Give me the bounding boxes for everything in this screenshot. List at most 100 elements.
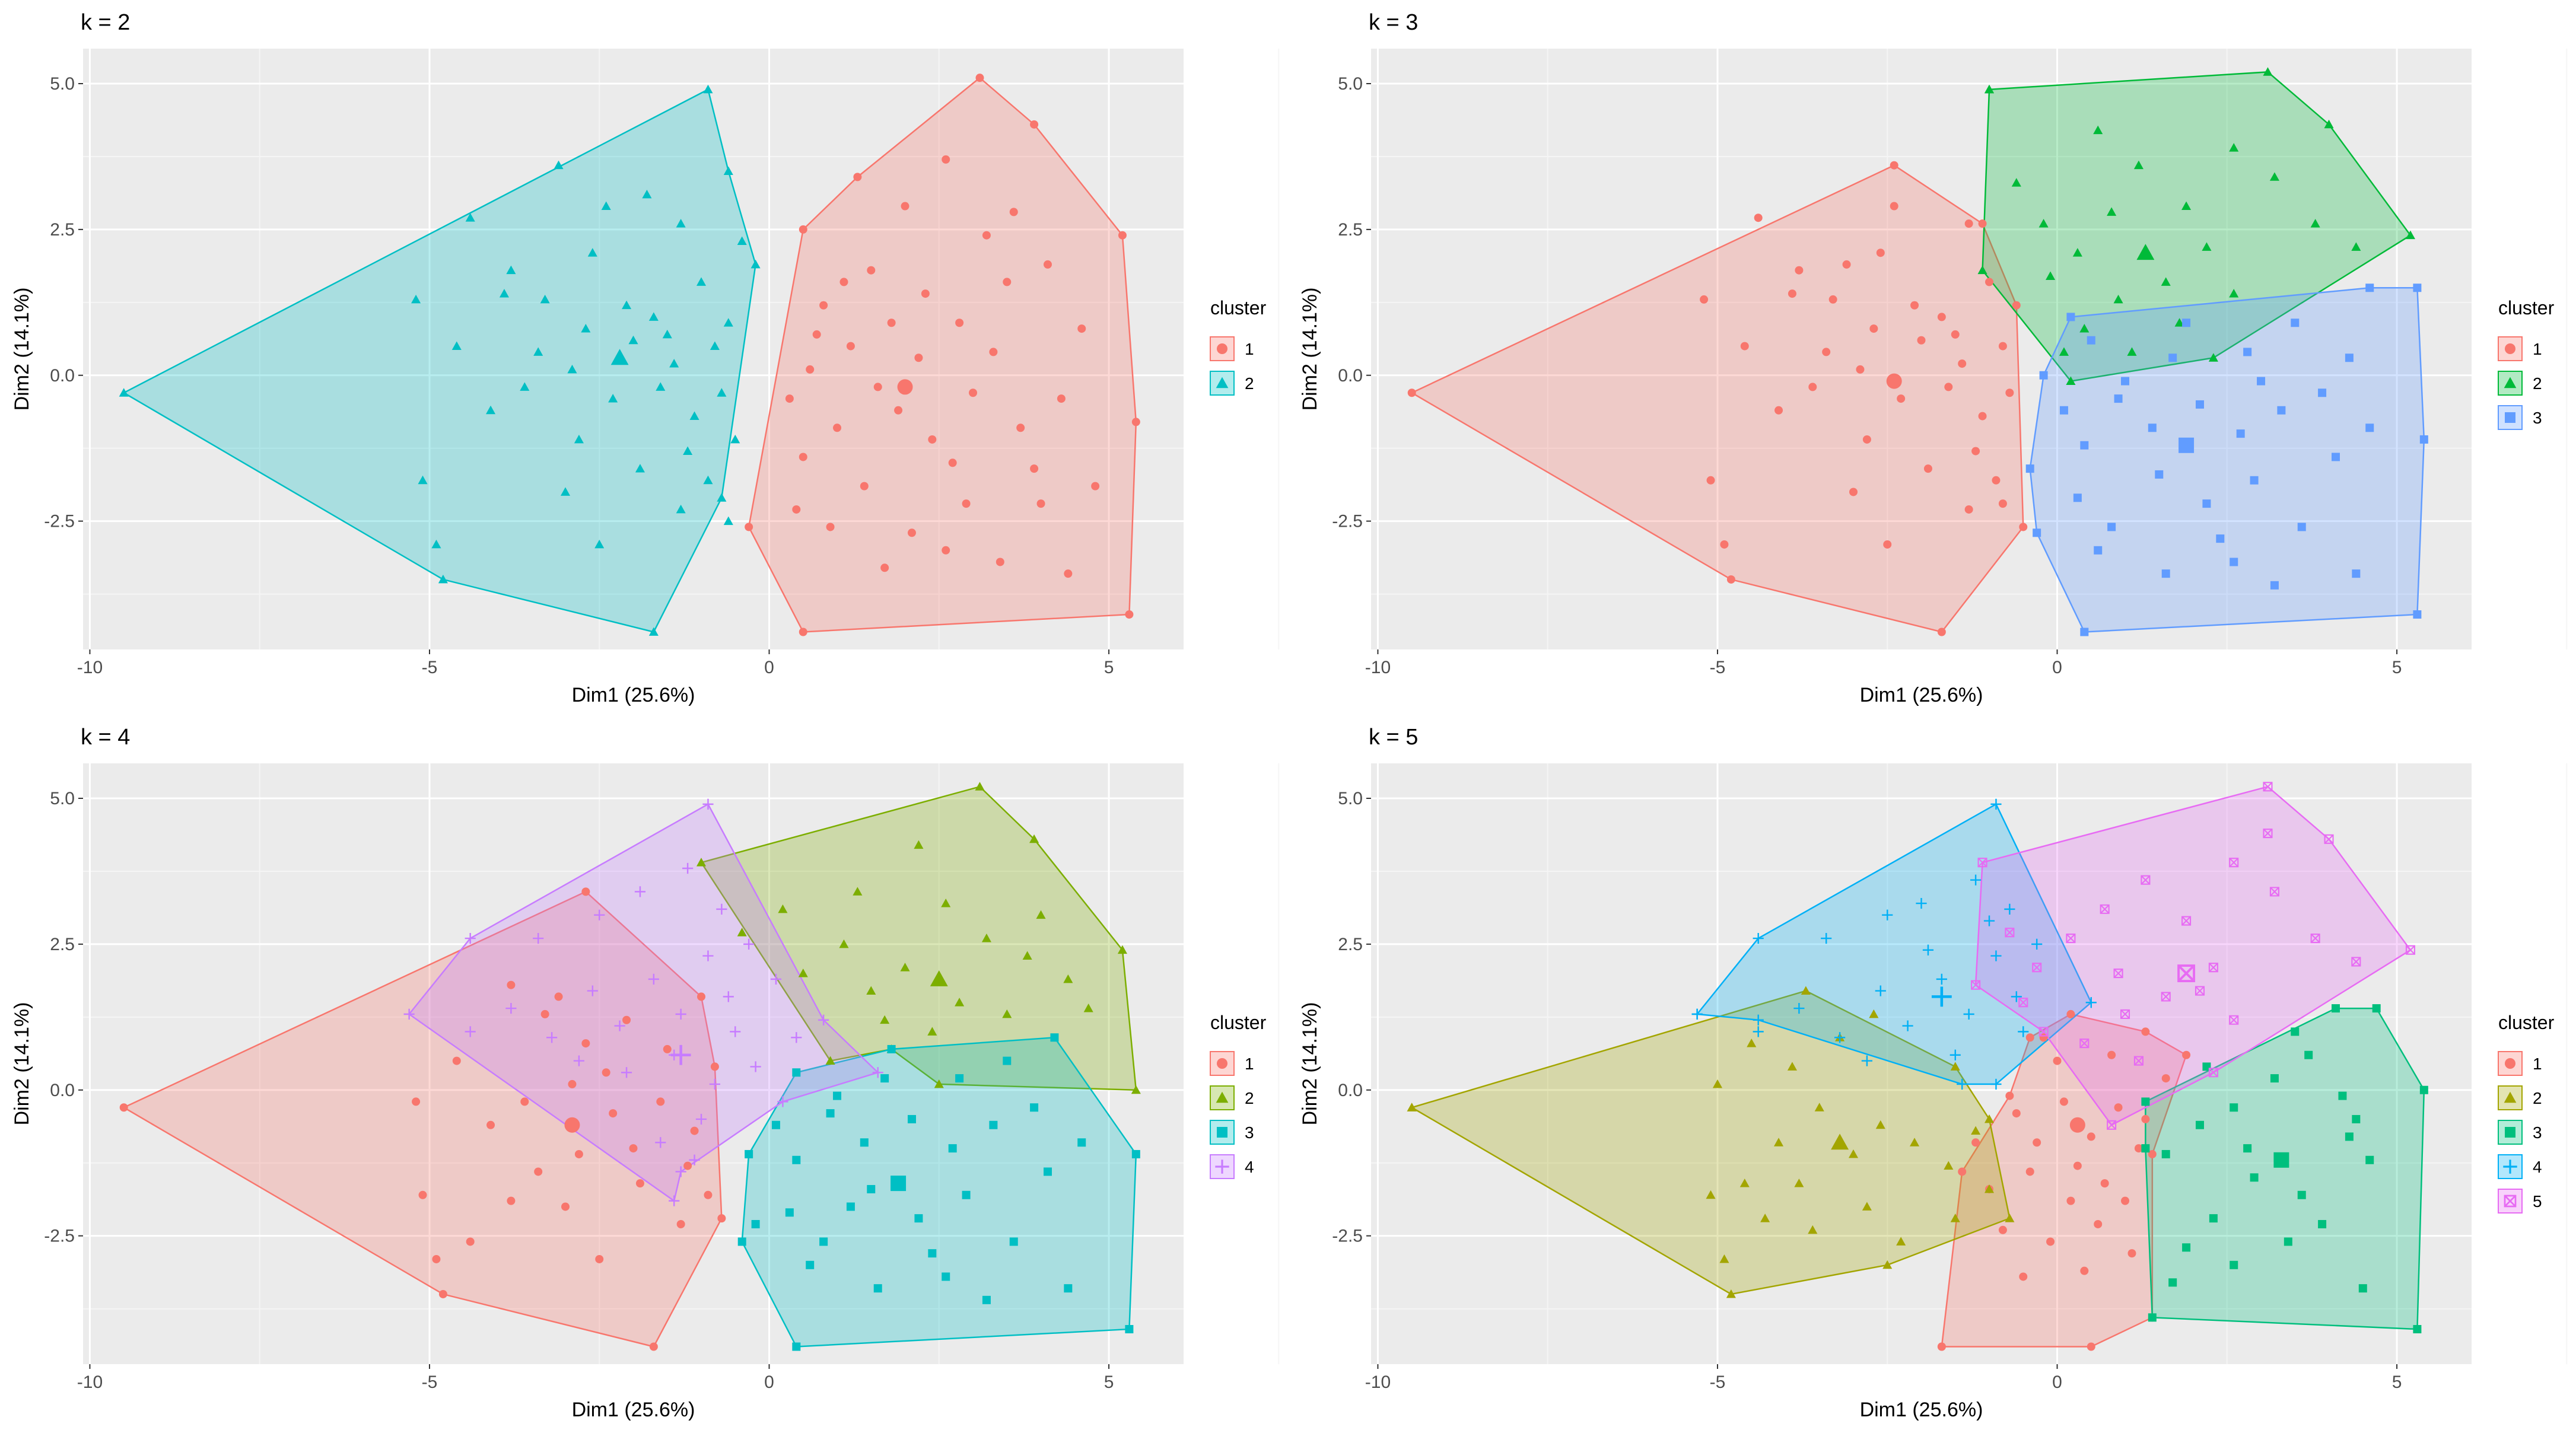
cluster-4-point <box>730 1026 741 1037</box>
cluster-2-point <box>955 998 965 1007</box>
cluster-3-point <box>2148 1313 2157 1322</box>
cluster-4-point <box>1875 985 1886 996</box>
cluster-2-point <box>1739 1179 1750 1187</box>
cluster-3-point <box>2209 1214 2218 1223</box>
cluster-1-point <box>1944 383 1953 391</box>
cluster-1-point <box>656 1097 665 1106</box>
cluster-3-point <box>2250 1173 2259 1182</box>
cluster-3-point <box>2094 546 2103 555</box>
cluster-3-point <box>2236 429 2245 438</box>
cluster-1-point <box>466 1237 475 1246</box>
cluster-1-center <box>564 1117 580 1133</box>
cluster-1-point <box>955 319 964 327</box>
legend-label: 2 <box>2533 374 2542 393</box>
legend-label: 3 <box>2533 1123 2542 1142</box>
cluster-1-point <box>785 394 794 403</box>
legend-key-symbol <box>2505 1127 2515 1138</box>
cluster-5-point <box>2181 916 2192 926</box>
cluster-2-point <box>866 986 876 995</box>
cluster-1-point <box>833 423 842 432</box>
cluster-1-point <box>1856 365 1865 374</box>
cluster-1-point <box>1036 499 1045 508</box>
cluster-3-point <box>2230 1260 2238 1269</box>
cluster-3-center <box>2273 1152 2289 1168</box>
cluster-1-point <box>2121 1196 2130 1205</box>
cluster-3-points <box>2025 284 2428 636</box>
cluster-2-point <box>520 382 530 391</box>
cluster-3-point <box>2141 1144 2150 1153</box>
cluster-3-point <box>2025 464 2034 473</box>
cluster-2-point <box>2229 289 2239 298</box>
cluster-1-point <box>1030 120 1039 129</box>
cluster-2-point <box>900 963 910 972</box>
chart-svg: -10 -5 0 5 -2.5 0.0 2.5 5.0 k = 5 Dim1 (25.6%) Dim… <box>1299 725 2568 1421</box>
cluster-2-point <box>669 359 679 368</box>
cluster-4-center <box>670 1044 691 1065</box>
cluster-3-point <box>1030 1103 1039 1112</box>
cluster-1-point <box>901 202 909 211</box>
cluster-4-point <box>1793 1002 1805 1014</box>
legend-label: 4 <box>1245 1158 1254 1176</box>
cluster-1-point <box>860 482 869 491</box>
cluster-1-point <box>914 353 923 362</box>
cluster-3-point <box>2297 523 2306 531</box>
cluster-3-point <box>1003 1056 1012 1065</box>
cluster-2-point <box>411 294 421 304</box>
x-tick-label: 0 <box>764 658 774 677</box>
minor-gridlines <box>1371 49 2568 649</box>
cluster-2-point <box>1747 1039 1757 1047</box>
cluster-4-point <box>1821 932 1832 944</box>
cluster-3-point <box>2413 284 2422 292</box>
cluster-1-point <box>635 1179 644 1188</box>
cluster-1-point <box>2046 1237 2055 1246</box>
cluster-3-point <box>2243 1144 2252 1153</box>
cluster-1-point <box>1937 1342 1946 1351</box>
x-tick-label: 5 <box>2392 658 2402 677</box>
cluster-5-point <box>2263 828 2273 839</box>
cluster-2-point <box>601 201 611 210</box>
cluster-3-point <box>2073 493 2082 502</box>
cluster-1-point <box>1951 330 1960 339</box>
cluster-1-point <box>928 435 937 444</box>
y-tick-label: 2.5 <box>50 935 75 954</box>
cluster-3-point <box>2284 1237 2292 1246</box>
cluster-1-point <box>1057 394 1066 403</box>
legend-key-symbol <box>2504 1195 2517 1208</box>
x-tick-label: 5 <box>1104 658 1114 677</box>
cluster-3-point <box>1131 1149 1140 1158</box>
cluster-3-point <box>745 1149 753 1158</box>
cluster-3-point <box>2352 1114 2361 1123</box>
cluster-2-point <box>1944 1161 1954 1170</box>
cluster-3-point <box>771 1120 780 1129</box>
cluster-1-point <box>2107 1050 2116 1059</box>
cluster-1-point <box>1849 488 1858 496</box>
cluster-4-point <box>1970 874 1982 886</box>
cluster-2-hull <box>1410 990 2011 1295</box>
minor-gridlines <box>1371 763 2568 1364</box>
facet-k2: -10 -5 0 5 -2.5 0.0 2.5 5.0 k = 2 Dim1 (25.6%) Dim… <box>0 0 1288 715</box>
cluster-3-point <box>833 1091 842 1100</box>
cluster-4-point <box>465 1026 476 1037</box>
cluster-2-point <box>533 347 543 356</box>
cluster-1-point <box>1740 342 1749 351</box>
cluster-2-point <box>418 475 428 485</box>
cluster-3-point <box>2216 534 2225 543</box>
cluster-1-point <box>2025 1033 2034 1042</box>
cluster-2-point <box>703 475 713 485</box>
cluster-4-point <box>1861 1055 1872 1066</box>
cluster-2-point <box>648 312 659 321</box>
x-axis-label: Dim1 (25.6%) <box>572 684 695 706</box>
cluster-1-point <box>704 1190 713 1199</box>
minor-gridlines <box>83 763 1280 1364</box>
legend-label: 2 <box>1245 1089 1254 1107</box>
cluster-4-points <box>403 798 883 1206</box>
cluster-4-point <box>634 886 646 897</box>
cluster-3-points <box>2141 1004 2428 1333</box>
cluster-1-point <box>799 225 807 234</box>
cluster-1-point <box>996 558 1004 566</box>
cluster-1-point <box>2114 1103 2123 1112</box>
major-gridlines <box>83 49 1184 649</box>
cluster-4-point <box>655 1137 666 1148</box>
cluster-2-hull <box>1982 71 2412 382</box>
cluster-1-center <box>1886 373 1902 389</box>
